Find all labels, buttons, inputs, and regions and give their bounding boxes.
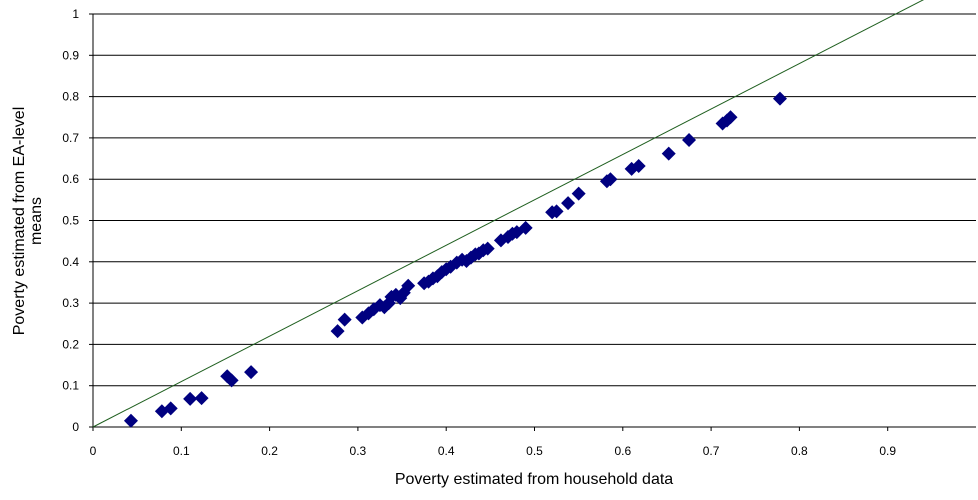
y-tick-label: 0 — [72, 420, 79, 434]
data-point — [571, 186, 586, 201]
y-tick-label: 0.2 — [62, 337, 79, 351]
x-tick-label: 0.2 — [261, 444, 278, 458]
data-point — [661, 146, 676, 161]
data-point — [723, 110, 738, 125]
data-point — [224, 373, 239, 388]
gridlines — [93, 13, 976, 387]
x-tick-label: 0.1 — [173, 444, 190, 458]
data-point — [330, 324, 345, 339]
data-point — [163, 401, 178, 416]
axes — [89, 13, 976, 431]
y-tick-label: 0.9 — [62, 48, 79, 62]
reference-line-group — [92, 0, 925, 428]
y-tick-label: 1 — [72, 7, 79, 21]
x-tick-label: 0.5 — [526, 444, 543, 458]
data-point — [337, 312, 352, 327]
y-tick-label: 0.1 — [62, 379, 79, 393]
x-tick-label: 0.8 — [791, 444, 808, 458]
x-tick-label: 0.4 — [438, 444, 455, 458]
x-tick-label: 0.7 — [703, 444, 720, 458]
x-tick-label: 0.3 — [350, 444, 367, 458]
x-tick-label: 0 — [90, 444, 97, 458]
data-point — [401, 278, 416, 293]
data-point — [463, 250, 478, 265]
x-tick-labels: 0 0.1 0.2 0.3 0.4 0.5 0.6 0.7 0.8 0.9 — [90, 444, 897, 458]
data-points — [123, 91, 787, 428]
data-point — [480, 241, 495, 256]
data-point — [244, 365, 259, 380]
data-point — [518, 220, 533, 235]
data-point — [682, 132, 697, 147]
y-tick-label: 0.4 — [62, 255, 79, 269]
reference-line — [92, 0, 925, 428]
data-point — [631, 158, 646, 173]
data-point — [772, 91, 787, 106]
y-tick-label: 0.6 — [62, 172, 79, 186]
data-point — [123, 413, 138, 428]
data-point — [561, 196, 576, 211]
y-axis-title-line-2: means — [28, 197, 45, 245]
y-tick-label: 0.3 — [62, 296, 79, 310]
x-tick-label: 0.6 — [614, 444, 631, 458]
x-axis-title: Poverty estimated from household data — [395, 471, 673, 488]
data-point — [183, 391, 198, 406]
y-tick-label: 0.8 — [62, 90, 79, 104]
y-axis-title: Poverty estimated from EA-level means — [11, 107, 45, 336]
y-axis-title-line-1: Poverty estimated from EA-level — [11, 107, 28, 336]
x-tick-label: 0.9 — [879, 444, 896, 458]
data-point — [194, 391, 209, 406]
y-tick-labels: 0 0.1 0.2 0.3 0.4 0.5 0.6 0.7 0.8 0.9 1 — [62, 7, 79, 434]
y-tick-label: 0.7 — [62, 131, 79, 145]
y-tick-label: 0.5 — [62, 214, 79, 228]
data-point — [549, 204, 564, 219]
data-point — [603, 172, 618, 187]
